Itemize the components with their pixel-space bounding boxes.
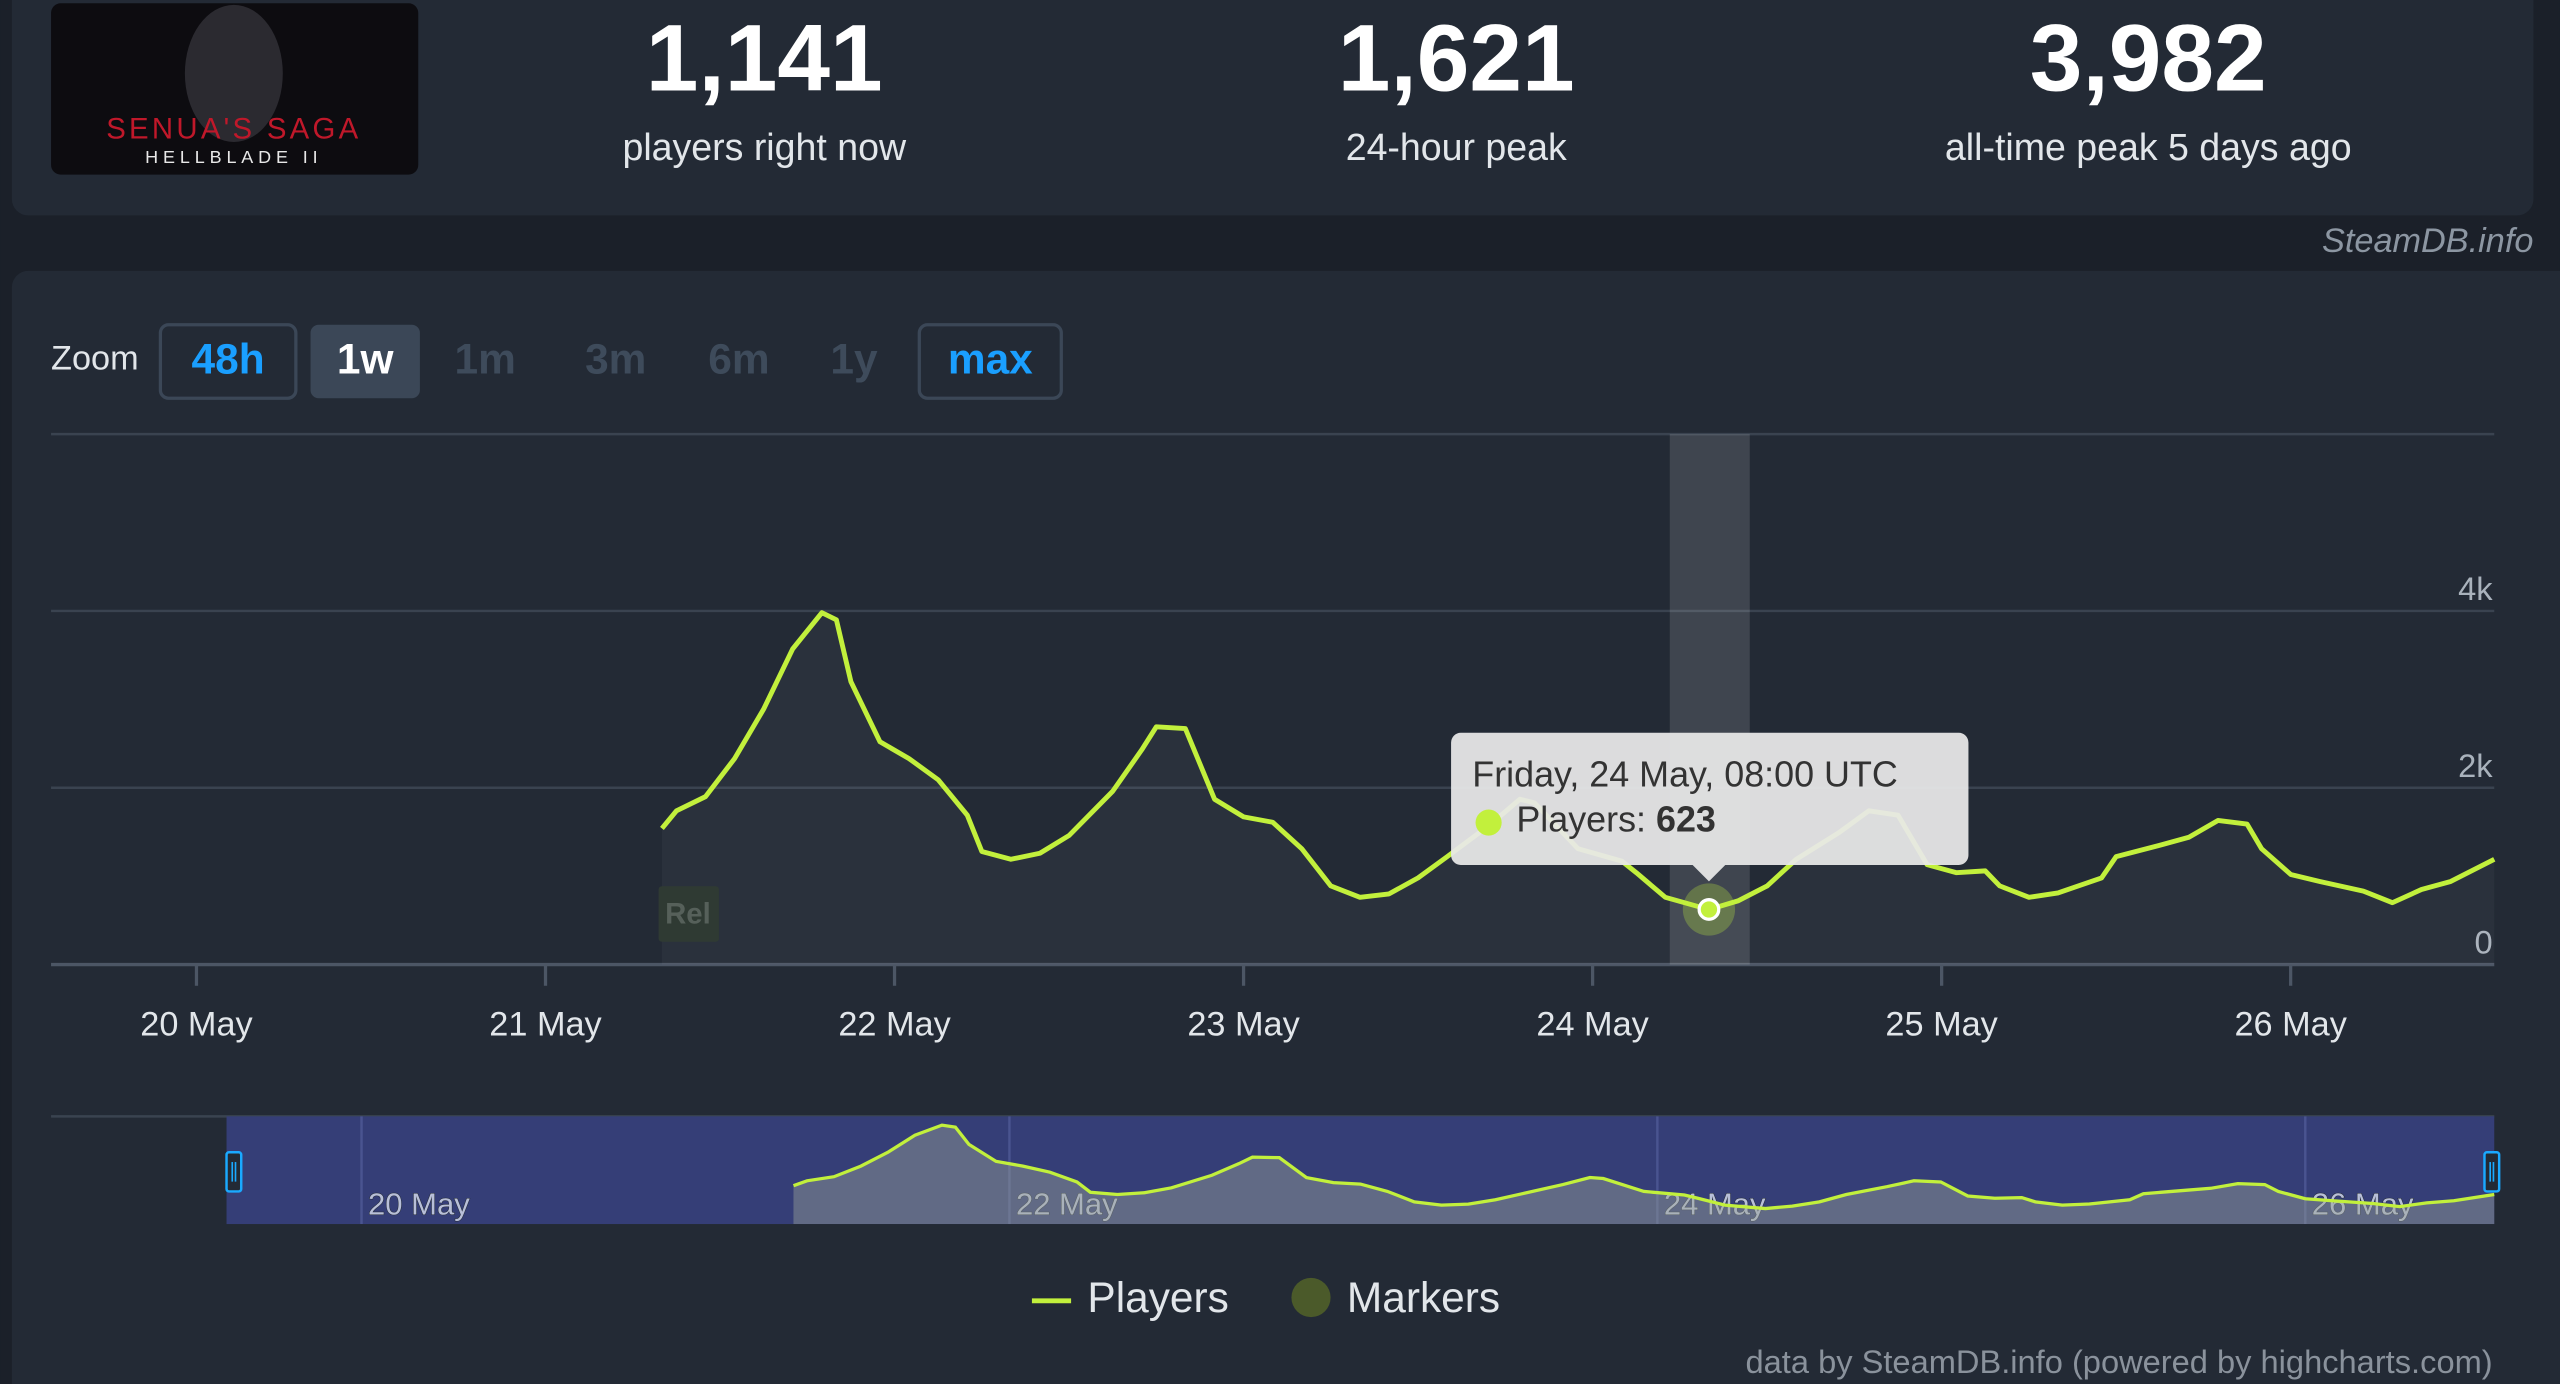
game-subtitle: HELLBLADE II bbox=[145, 147, 322, 167]
navigator-selection[interactable] bbox=[226, 1116, 2495, 1225]
zoom-label: Zoom bbox=[51, 340, 139, 378]
hover-point bbox=[1697, 898, 1721, 921]
marker-label: Rel bbox=[665, 897, 711, 930]
x-tick-label: 25 May bbox=[1885, 1006, 1998, 1044]
zoom-button[interactable] bbox=[917, 323, 1063, 400]
zoom-button[interactable] bbox=[310, 324, 420, 399]
chart-panel bbox=[11, 270, 2560, 1384]
navigator-area bbox=[793, 1125, 2495, 1225]
plot: 0 2k 4k 20 May 21 May 22 May 23 May 24 May 25 Ma… bbox=[51, 432, 2501, 1380]
stat-label: all-time peak 5 days ago bbox=[1945, 126, 2352, 168]
y-tick-label: 2k bbox=[2458, 747, 2493, 784]
tooltip-row: Players: 623 bbox=[1516, 800, 1716, 840]
tooltip-box bbox=[1451, 732, 1969, 882]
navigator-handle[interactable] bbox=[2483, 1151, 2501, 1193]
stat-label: players right now bbox=[622, 126, 906, 168]
legend-label[interactable]: Players bbox=[1087, 1274, 1228, 1321]
watermark: SteamDB.info bbox=[2322, 222, 2533, 260]
zoom-button-label[interactable]: 6m bbox=[708, 336, 769, 383]
tooltip-symbol bbox=[1475, 809, 1502, 836]
legend-symbol[interactable] bbox=[1291, 1277, 1331, 1318]
image-figure bbox=[184, 4, 283, 142]
x-tick-label: 23 May bbox=[1187, 1006, 1300, 1044]
game-title: SENUA'S SAGA bbox=[106, 112, 361, 145]
zoom-button-label[interactable]: max bbox=[948, 336, 1033, 383]
legend-label[interactable]: Markers bbox=[1347, 1274, 1500, 1321]
tooltip-value: 623 bbox=[1656, 800, 1716, 840]
x-tick-label: 24 May bbox=[1536, 1006, 1649, 1044]
zoom-button-label[interactable]: 1m bbox=[455, 336, 516, 383]
zoom-button-label[interactable]: 48h bbox=[192, 336, 265, 383]
x-tick-label: 21 May bbox=[489, 1006, 602, 1044]
navigator-handle[interactable] bbox=[225, 1151, 243, 1193]
tooltip-title: Friday, 24 May, 08:00 UTC bbox=[1472, 754, 1898, 794]
y-tick-label: 0 bbox=[2474, 924, 2492, 961]
stat-label: 24-hour peak bbox=[1346, 126, 1567, 168]
x-tick-label: 22 May bbox=[838, 1006, 951, 1044]
navigator-tick-label: 20 May bbox=[368, 1186, 470, 1221]
zoom-button-label[interactable]: 3m bbox=[585, 336, 646, 383]
stat-value: 3,982 bbox=[2030, 5, 2267, 111]
stat-value: 1,621 bbox=[1338, 5, 1575, 111]
navigator-line bbox=[792, 1123, 2495, 1211]
zoom-buttons: 48h 1w 1m 3m 6m 1y max bbox=[158, 323, 1063, 400]
y-tick-label: 4k bbox=[2458, 570, 2493, 607]
x-tick-label: 26 May bbox=[2234, 1006, 2347, 1044]
tooltip-label: Players: bbox=[1516, 800, 1646, 840]
zoom-button-label[interactable]: 1y bbox=[830, 336, 878, 383]
stat-value: 1,141 bbox=[646, 5, 883, 111]
navigator-tick-label: 24 May bbox=[1664, 1186, 1766, 1221]
x-tick-label: 20 May bbox=[140, 1006, 253, 1044]
zoom-button-label[interactable]: 1w bbox=[337, 336, 395, 383]
zoom-button[interactable] bbox=[158, 323, 298, 400]
marker bbox=[658, 886, 719, 942]
stats-panel bbox=[11, 0, 2534, 216]
credits[interactable]: data by SteamDB.info (powered by highcha… bbox=[1746, 1343, 2493, 1380]
